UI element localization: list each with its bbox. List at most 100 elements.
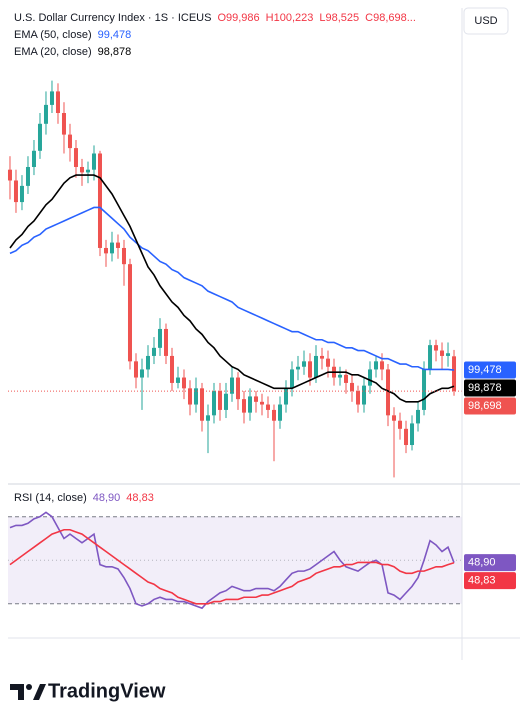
brand-logo — [10, 684, 46, 700]
candle-body — [362, 385, 367, 405]
candle-body — [320, 355, 325, 359]
candle-body — [157, 328, 162, 348]
candle-body — [109, 242, 114, 254]
price-badge-label: 99,478 — [468, 364, 502, 376]
candle-body — [446, 353, 451, 356]
candle-body — [266, 404, 271, 410]
candle-body — [121, 247, 126, 265]
candle-body — [199, 388, 204, 421]
candle-body — [7, 169, 12, 181]
brand-name: TradingView — [48, 680, 166, 702]
legend-name: RSI (14, close) — [14, 492, 87, 504]
candle-body — [422, 369, 427, 410]
plot — [7, 80, 462, 610]
candle-body — [211, 391, 216, 416]
legend-ema50: EMA (50, close) 99,478 — [14, 29, 131, 41]
currency-button[interactable] — [463, 7, 509, 35]
price-badge — [464, 361, 516, 379]
logo-mark — [10, 684, 24, 700]
price-badge-label: 48,83 — [468, 575, 496, 587]
candle-body — [242, 399, 247, 413]
candle-body — [79, 166, 84, 173]
candle-body — [344, 374, 349, 383]
candle-body — [236, 377, 241, 400]
legend-value: 98,878 — [98, 46, 132, 58]
indicator-line — [9, 528, 455, 605]
candle-body — [55, 91, 60, 114]
candle-body — [302, 361, 307, 367]
candle-body — [326, 358, 331, 367]
low-label: L98,525 — [319, 12, 359, 24]
candle-body — [223, 393, 228, 410]
candle-body — [175, 377, 180, 383]
candle-body — [169, 355, 174, 383]
candle-body — [61, 113, 66, 135]
candle-body — [49, 91, 54, 105]
candle-body — [410, 423, 415, 446]
candle-body — [67, 134, 72, 149]
candle-body — [205, 415, 210, 421]
candle-body — [350, 382, 355, 392]
legend-name: EMA (50, close) — [14, 29, 92, 41]
candle-body — [43, 104, 48, 124]
candle-body — [296, 366, 301, 370]
candle-body — [91, 153, 96, 170]
price-badge-label: 48,90 — [468, 557, 496, 569]
price-badge-label: 98,878 — [468, 382, 502, 394]
currency-label[interactable]: USD — [474, 15, 497, 27]
candle-body — [260, 401, 265, 405]
candle-body — [248, 396, 253, 413]
candle-body — [368, 369, 373, 386]
header: U.S. Dollar Currency Index · 1S · ICEUS O… — [14, 12, 416, 24]
candle-body — [133, 361, 138, 378]
legend-value: 99,478 — [98, 29, 132, 41]
candle-body — [278, 404, 283, 421]
candle-body — [31, 150, 36, 167]
candle-body — [193, 388, 198, 405]
candle-body — [139, 369, 144, 378]
candle-body — [254, 396, 259, 402]
candle-body — [380, 361, 385, 370]
candle-body — [163, 328, 168, 356]
price-badge-label: 98,698 — [468, 400, 502, 412]
candle-body — [181, 377, 186, 389]
indicator-line — [9, 174, 455, 403]
candle-body — [440, 350, 445, 356]
rsi-band — [8, 516, 462, 604]
candle-body — [272, 409, 277, 421]
candle-body — [13, 180, 18, 203]
legend-name: EMA (20, close) — [14, 46, 92, 58]
logo-slash — [33, 684, 46, 700]
indicator-line — [9, 206, 455, 371]
price-badge — [464, 554, 516, 572]
candle-body — [314, 355, 319, 378]
price-badge — [464, 379, 516, 397]
candle-body — [151, 347, 156, 356]
candle-body — [374, 361, 379, 370]
candle-body — [356, 391, 361, 405]
candle-body — [97, 153, 102, 248]
candle-body — [404, 428, 409, 446]
price-badge — [464, 572, 516, 590]
legend-ema20: EMA (20, close) 98,878 — [14, 46, 131, 58]
candle-body — [85, 169, 90, 173]
candle-body — [284, 388, 289, 405]
candle-body — [115, 242, 120, 248]
candle-body — [308, 361, 313, 378]
candle-body — [145, 355, 150, 370]
legend-value: 48,90 — [93, 492, 121, 504]
candle-body — [37, 123, 42, 151]
candle-body — [19, 185, 24, 203]
candle-body — [386, 369, 391, 416]
candle-body — [229, 377, 234, 394]
candle-body — [398, 420, 403, 429]
candle-body — [416, 409, 421, 424]
candle-body — [73, 148, 78, 167]
candle-body — [392, 415, 397, 421]
candle-body — [127, 264, 132, 362]
high-label: H100,223 — [266, 12, 314, 24]
symbol-title: U.S. Dollar Currency Index · 1S · ICEUS — [14, 12, 211, 24]
